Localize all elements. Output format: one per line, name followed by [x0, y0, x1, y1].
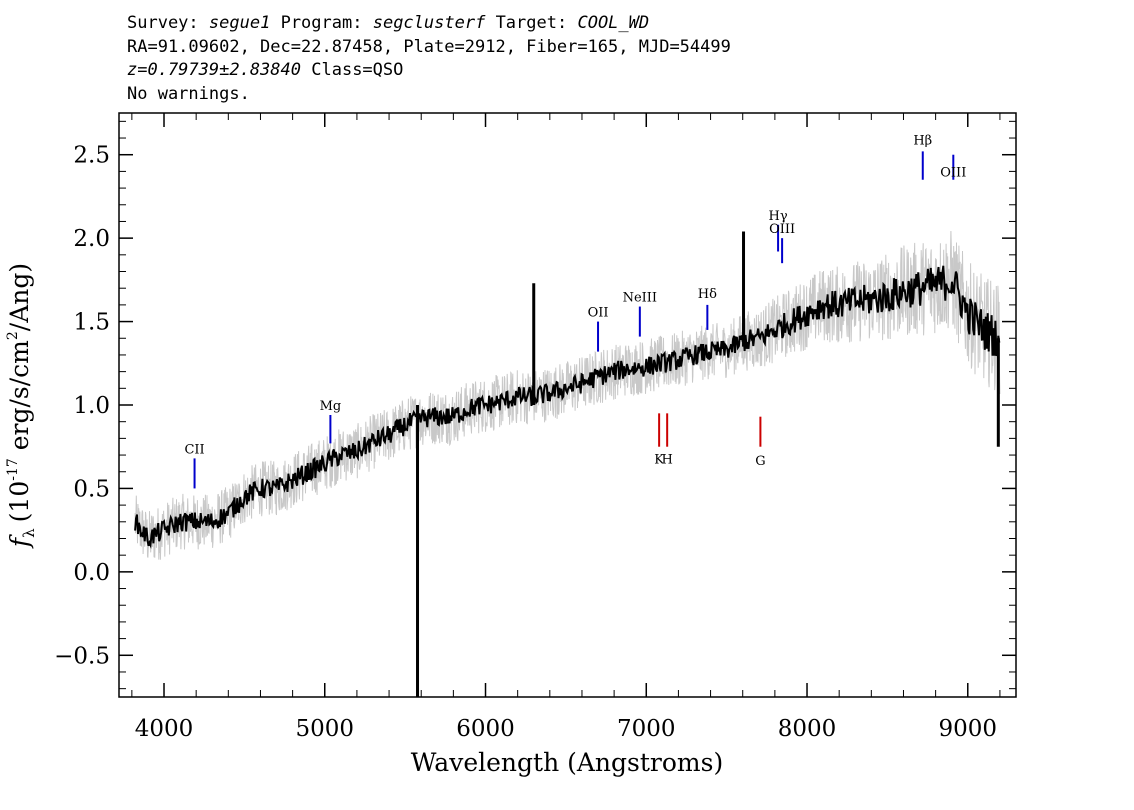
header-line-survey: Survey: segue1 Program: segclusterf Targ… [127, 12, 731, 36]
spike-group [416, 231, 1000, 697]
program-value: segclusterf [372, 13, 486, 33]
y-axis-label: fλ (10-17 erg/s/cm2/Ang) [5, 263, 38, 549]
y-label-mid: erg/s/cm [5, 340, 34, 458]
noisy-spectrum-line [134, 230, 1001, 560]
line-label: K [654, 452, 664, 467]
line-label: OII [588, 306, 609, 321]
y-tick-label: 0.0 [73, 560, 110, 586]
y-label-post: /Ang) [5, 263, 34, 331]
header-line-coordinates: RA=91.09602, Dec=22.87458, Plate=2912, F… [127, 36, 731, 57]
redshift-value: z=0.79739±2.83840 [127, 60, 301, 80]
x-tick-label: 4000 [135, 716, 194, 742]
plot-frame [118, 112, 1017, 698]
class-value: Class=QSO [311, 60, 404, 80]
y-label-f: f [5, 534, 34, 549]
survey-label: Survey: [127, 13, 199, 33]
y-tick-label: 2.0 [73, 226, 110, 252]
x-axis-ticks: 4000 5000 6000 7000 8000 9000 [131, 113, 1001, 742]
y-label-pre: (10 [5, 481, 34, 523]
line-label: OIII [769, 222, 795, 237]
y-tick-label: 1.0 [73, 393, 110, 419]
target-label: Target: [495, 13, 568, 33]
smoothed-spectrum-line [134, 265, 1001, 549]
x-tick-label: 7000 [617, 716, 676, 742]
x-tick-label: 6000 [456, 716, 515, 742]
line-label: G [755, 454, 765, 469]
line-label: OIII [940, 165, 966, 180]
line-label: Hδ [698, 287, 717, 302]
line-label: Hγ [769, 209, 788, 224]
program-label: Program: [280, 13, 363, 33]
target-value: COOL_WD [577, 13, 650, 33]
line-label: Hβ [913, 134, 932, 149]
y-tick-label: 1.5 [73, 310, 110, 336]
y-axis-ticks: −0.5 0.0 0.5 1.0 1.5 2.0 2.5 [54, 120, 1016, 690]
y-tick-label: −0.5 [54, 643, 110, 669]
line-label: CII [184, 442, 204, 457]
y-label-exp2: 2 [5, 331, 21, 340]
y-label-exp1: -17 [5, 458, 21, 481]
x-tick-label: 9000 [939, 716, 998, 742]
y-tick-label: 2.5 [73, 143, 110, 169]
x-tick-label: 8000 [778, 716, 837, 742]
x-tick-label: 5000 [295, 716, 354, 742]
survey-value: segue1 [208, 13, 271, 33]
line-label: Mg [320, 399, 342, 414]
header-line-warnings: No warnings. [127, 83, 250, 104]
spectrum-header: Survey: segue1 Program: segclusterf Targ… [127, 12, 731, 106]
y-label-sub: λ [20, 528, 38, 538]
header-line-redshift: z=0.79739±2.83840 Class=QSO [127, 59, 731, 83]
y-tick-label: 0.5 [73, 476, 110, 502]
line-label: H [661, 452, 672, 467]
line-label: NeIII [623, 291, 657, 306]
x-axis-label: Wavelength (Angstroms) [411, 748, 723, 777]
